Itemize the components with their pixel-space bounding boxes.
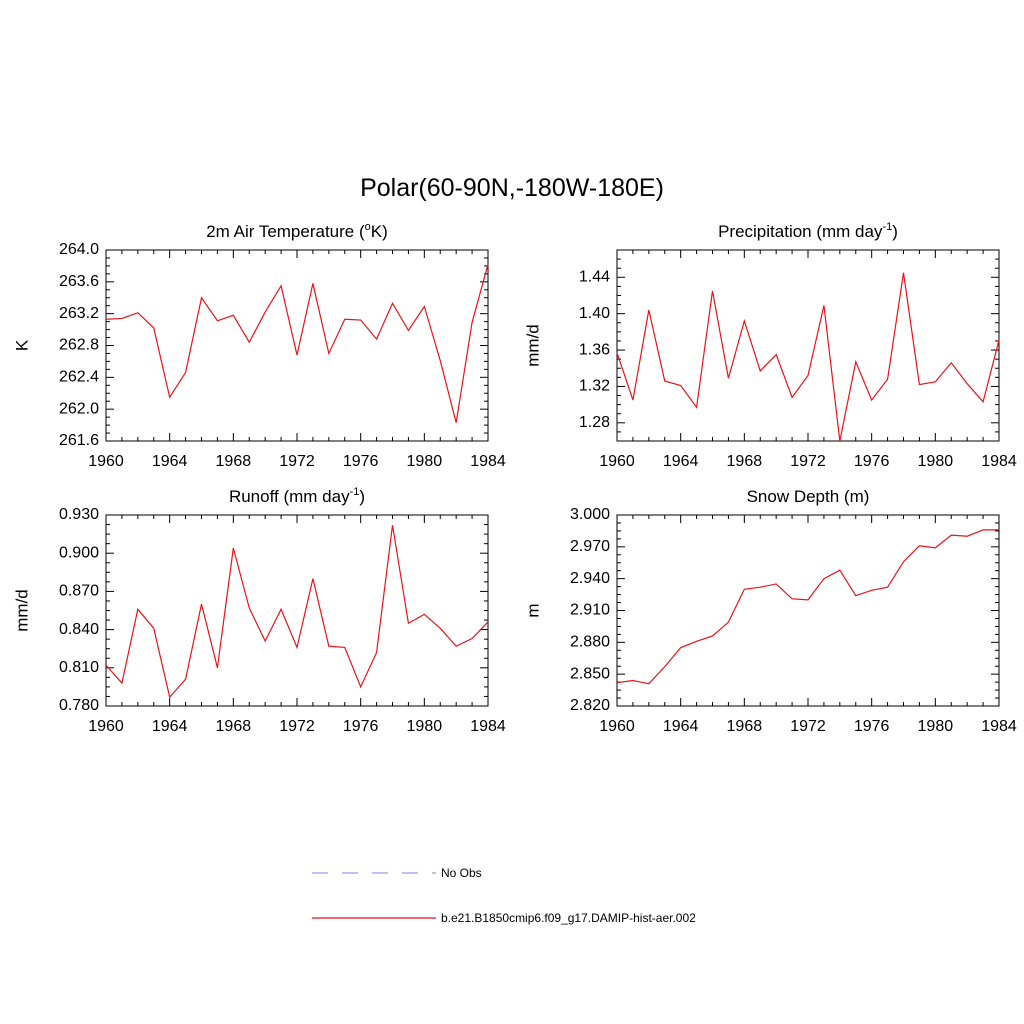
- panel-title-main: Precipitation (mm day: [718, 222, 883, 241]
- x-tick-label: 1976: [854, 453, 890, 470]
- x-tick-label: 1960: [88, 718, 124, 735]
- series-line: [616, 529, 999, 685]
- legend-item: b.e21.B1850cmip6.f09_g17.DAMIP-hist-aer.…: [312, 911, 696, 925]
- x-tick-label: 1976: [854, 718, 890, 735]
- y-axis-label: mm/d: [523, 324, 542, 367]
- y-tick-label: 262.0: [59, 400, 99, 417]
- y-tick-label: 262.4: [59, 369, 99, 386]
- y-tick-label: 2.820: [570, 697, 610, 714]
- y-tick-label: 0.900: [59, 544, 99, 561]
- y-axis-label: mm/d: [12, 589, 31, 632]
- x-tick-label: 1984: [470, 718, 506, 735]
- x-tick-label: 1976: [343, 453, 379, 470]
- x-tick-label: 1972: [279, 453, 315, 470]
- y-tick-label: 1.28: [579, 414, 610, 431]
- x-tick-label: 1984: [981, 718, 1017, 735]
- x-tick-label: 1968: [216, 718, 252, 735]
- x-tick-label: 1984: [981, 453, 1017, 470]
- x-tick-label: 1964: [152, 718, 188, 735]
- x-tick-label: 1980: [407, 453, 443, 470]
- x-tick-label: 1972: [279, 718, 315, 735]
- legend-label: No Obs: [441, 866, 482, 880]
- panel-snow-depth: Snow Depth (m) m 1960 1964 1968 1972 1976 1980 1…: [523, 487, 1016, 735]
- panel-title: 2m Air Temperature (oK): [206, 221, 388, 241]
- y-tick-label: 262.8: [59, 337, 99, 354]
- y-tick-label: 0.780: [59, 697, 99, 714]
- panel-precipitation: Precipitation (mm day-1) mm/d 1960 1964 1968…: [523, 221, 1016, 470]
- series-line: [105, 264, 489, 423]
- x-tick-label: 1972: [790, 453, 826, 470]
- panel-title-sup: -1: [882, 221, 892, 233]
- panel-title-sup: -1: [350, 486, 360, 498]
- series-line: [105, 525, 489, 699]
- y-tick-label: 0.930: [59, 506, 99, 523]
- plot-frame: [616, 514, 1000, 707]
- x-tick-label: 1980: [407, 718, 443, 735]
- x-tick-label: 1968: [727, 453, 763, 470]
- y-tick-label: 264.0: [59, 241, 99, 258]
- y-tick-label: 1.32: [579, 378, 610, 395]
- y-tick-label: 1.40: [579, 305, 610, 322]
- legend: No Obs b.e21.B1850cmip6.f09_g17.DAMIP-his…: [312, 866, 696, 925]
- legend-item: No Obs: [312, 866, 482, 880]
- x-tick-label: 1964: [663, 718, 699, 735]
- x-tick-label: 1960: [88, 453, 124, 470]
- plot-frame: [105, 514, 489, 707]
- panel-title-end: ): [359, 487, 365, 506]
- y-tick-label: 3.000: [570, 506, 610, 523]
- panel-title-main: 2m Air Temperature (: [206, 222, 365, 241]
- panel-temperature: 2m Air Temperature (oK) K 1960 1964 1968 1972…: [12, 221, 505, 470]
- x-tick-label: 1980: [918, 453, 954, 470]
- panel-title-main: Runoff (mm day: [229, 487, 350, 506]
- panel-title: Runoff (mm day-1): [229, 486, 365, 506]
- y-tick-label: 0.840: [59, 621, 99, 638]
- panel-title: Snow Depth (m): [747, 487, 870, 506]
- panel-title: Precipitation (mm day-1): [718, 221, 898, 241]
- panels-group: 2m Air Temperature (oK) K 1960 1964 1968 1972…: [12, 221, 1016, 735]
- y-tick-label: 2.970: [570, 538, 610, 555]
- x-tick-label: 1984: [470, 453, 506, 470]
- x-tick-label: 1960: [599, 453, 635, 470]
- y-tick-label: 1.36: [579, 341, 610, 358]
- y-tick-label: 2.910: [570, 602, 610, 619]
- x-tick-label: 1968: [727, 718, 763, 735]
- x-tick-label: 1960: [599, 718, 635, 735]
- y-tick-label: 263.2: [59, 305, 99, 322]
- y-axis-label: m: [523, 603, 542, 617]
- y-tick-label: 0.870: [59, 583, 99, 600]
- x-tick-label: 1972: [790, 718, 826, 735]
- x-tick-label: 1964: [152, 453, 188, 470]
- y-tick-label: 0.810: [59, 659, 99, 676]
- panel-title-end: K): [371, 222, 388, 241]
- panel-title-sup: o: [365, 221, 371, 233]
- y-axis-label: K: [12, 339, 31, 351]
- y-tick-label: 261.6: [59, 432, 99, 449]
- y-tick-label: 1.44: [579, 269, 610, 286]
- x-tick-label: 1976: [343, 718, 379, 735]
- panel-runoff: Runoff (mm day-1) mm/d 1960 1964 1968 1972 197…: [12, 486, 505, 735]
- y-tick-label: 2.880: [570, 634, 610, 651]
- x-tick-label: 1980: [918, 718, 954, 735]
- figure-title: Polar(60-90N,-180W-180E): [360, 174, 664, 202]
- y-tick-label: 263.6: [59, 273, 99, 290]
- y-tick-label: 2.850: [570, 665, 610, 682]
- plot-frame: [105, 249, 489, 442]
- x-tick-label: 1968: [216, 453, 252, 470]
- legend-label: b.e21.B1850cmip6.f09_g17.DAMIP-hist-aer.…: [441, 911, 696, 925]
- y-tick-label: 2.940: [570, 570, 610, 587]
- series-line: [616, 272, 1000, 442]
- panel-title-end: ): [892, 222, 898, 241]
- x-tick-label: 1964: [663, 453, 699, 470]
- plot-frame: [616, 249, 1000, 442]
- panel-title-main: Snow Depth (m): [747, 487, 870, 506]
